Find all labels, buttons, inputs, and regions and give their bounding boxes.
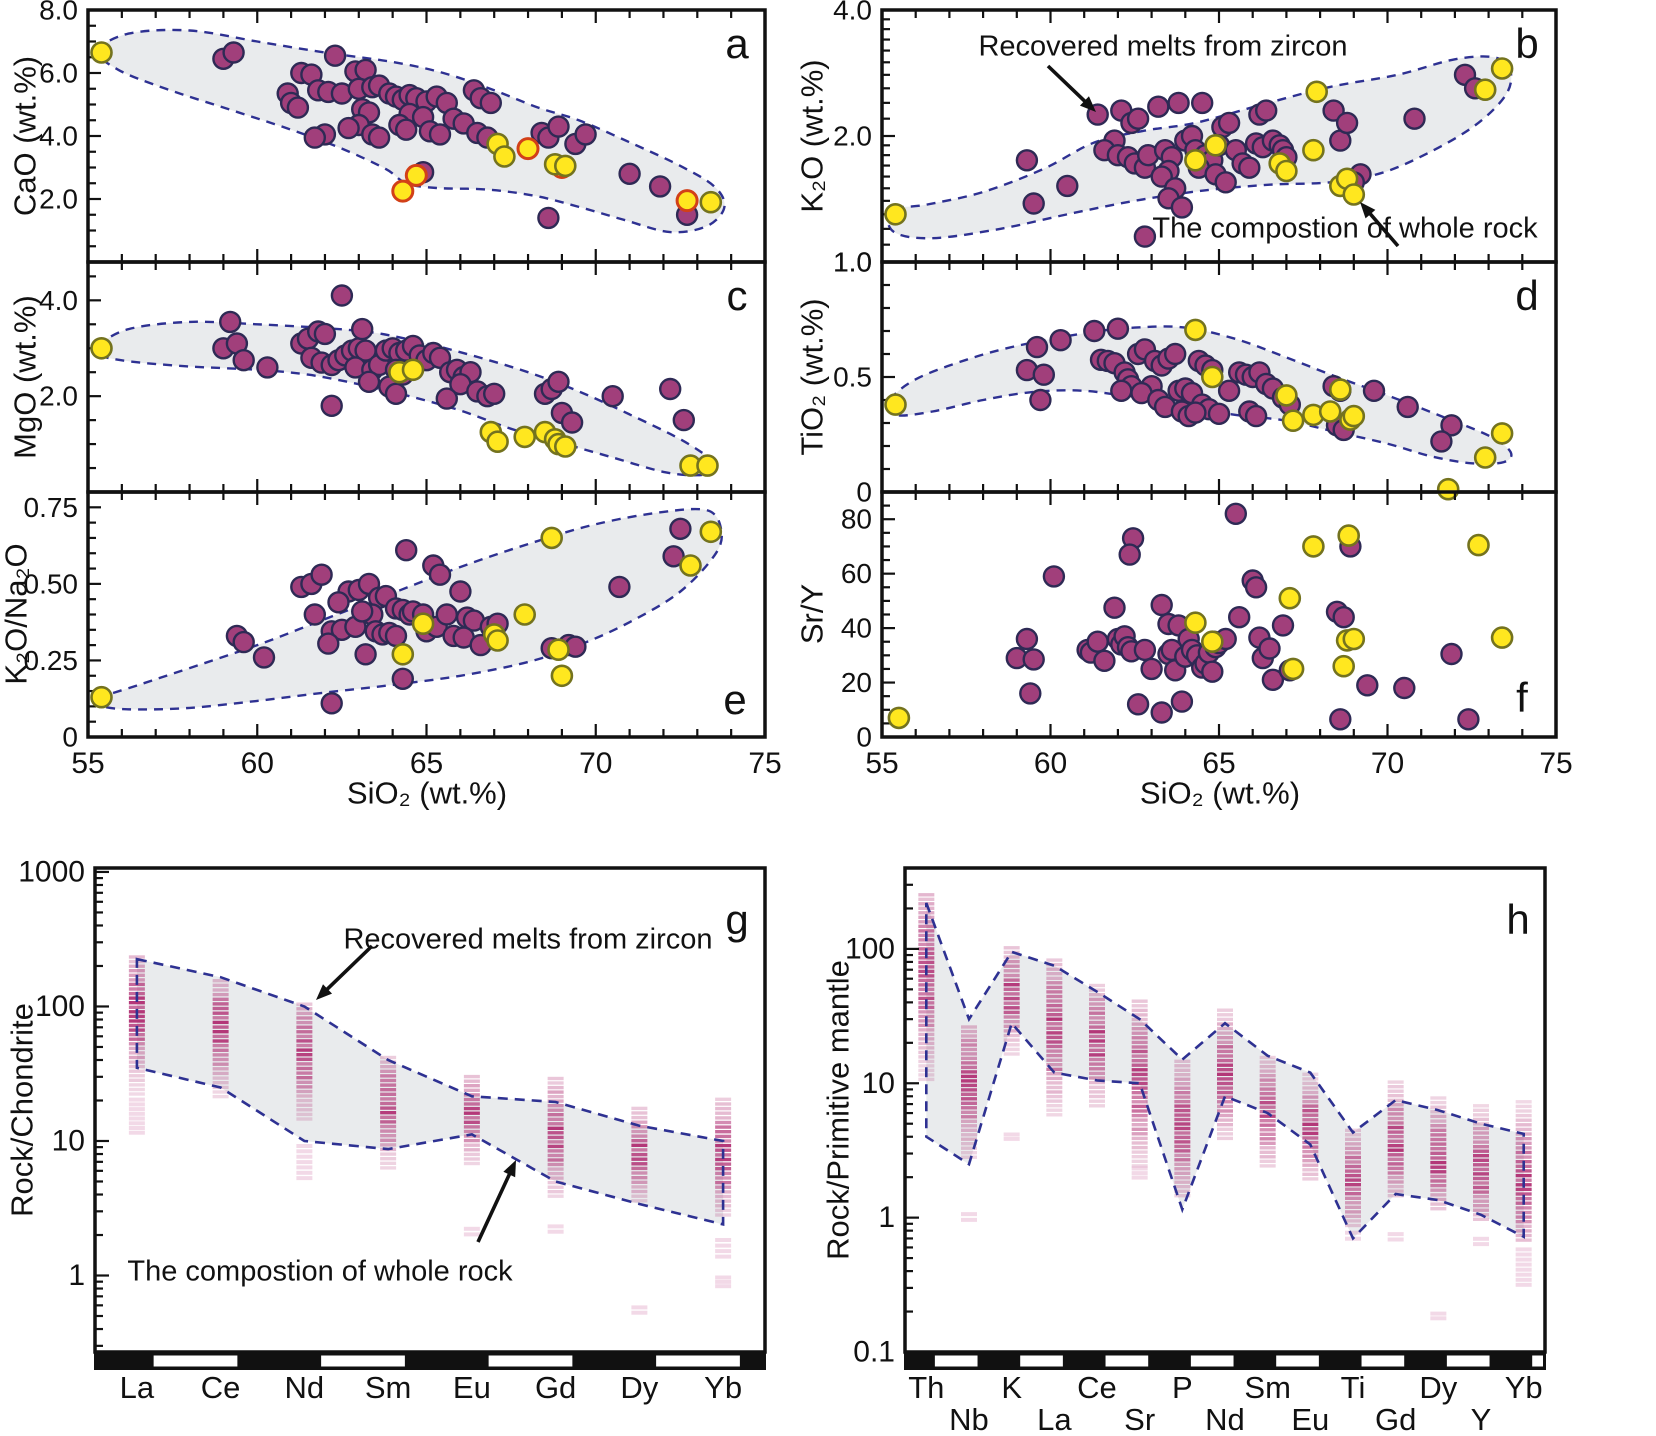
svg-text:10: 10 [862, 1067, 895, 1100]
svg-text:100: 100 [845, 932, 895, 965]
svg-text:Ce: Ce [201, 1370, 241, 1405]
svg-text:4.0: 4.0 [39, 285, 78, 316]
svg-text:20: 20 [841, 667, 872, 698]
svg-text:40: 40 [841, 613, 872, 644]
annotation-whole-rock-g: The compostion of whole rock [127, 1255, 513, 1288]
panel-letter-a: a [725, 20, 749, 67]
svg-text:P: P [1172, 1370, 1193, 1405]
svg-text:0: 0 [856, 477, 872, 508]
y-axis-label-a: CaO (wt.%) [7, 55, 43, 217]
svg-text:1: 1 [878, 1201, 895, 1234]
svg-text:Nb: Nb [949, 1402, 989, 1436]
svg-text:K: K [1001, 1370, 1022, 1405]
svg-text:1: 1 [68, 1259, 85, 1292]
panel-letter-e: e [723, 676, 747, 723]
panel-letter-h: h [1506, 896, 1530, 943]
svg-text:Th: Th [908, 1370, 944, 1405]
annotation-recovered-melts-g: Recovered melts from zircon [343, 923, 713, 956]
svg-text:0.75: 0.75 [24, 492, 79, 523]
svg-text:60: 60 [841, 558, 872, 589]
panel-letter-b: b [1515, 20, 1539, 67]
svg-text:0.50: 0.50 [24, 568, 79, 599]
annotation-recovered-melts-b: Recovered melts from zircon [978, 30, 1348, 63]
svg-text:Sr: Sr [1124, 1402, 1155, 1436]
svg-text:0: 0 [856, 722, 872, 753]
svg-text:8.0: 8.0 [39, 0, 78, 26]
y-axis-label-d: TiO₂ (wt.%) [794, 298, 830, 456]
svg-text:65: 65 [1202, 747, 1235, 780]
panel-letter-c: c [726, 272, 748, 319]
svg-text:2.0: 2.0 [39, 184, 78, 215]
svg-text:Gd: Gd [1375, 1402, 1416, 1436]
svg-text:70: 70 [1371, 747, 1404, 780]
svg-text:10: 10 [52, 1124, 85, 1157]
svg-text:1.0: 1.0 [833, 247, 872, 278]
svg-text:Dy: Dy [1419, 1370, 1457, 1405]
svg-text:2.0: 2.0 [833, 121, 872, 152]
annotation-whole-rock-b: The compostion of whole rock [1152, 212, 1538, 245]
x-axis-label-right: SiO₂ (wt.%) [1139, 775, 1301, 811]
y-axis-label-b: K₂O (wt.%) [794, 59, 830, 213]
svg-text:1.0: 1.0 [833, 247, 872, 278]
svg-text:Gd: Gd [535, 1370, 576, 1405]
svg-text:0.1: 0.1 [853, 1336, 895, 1369]
svg-text:75: 75 [1539, 747, 1572, 780]
svg-text:Ti: Ti [1341, 1370, 1366, 1405]
svg-text:75: 75 [748, 747, 781, 780]
svg-text:4.0: 4.0 [39, 121, 78, 152]
svg-text:80: 80 [841, 504, 872, 535]
svg-text:65: 65 [410, 747, 443, 780]
svg-text:Nd: Nd [285, 1370, 325, 1405]
svg-text:Eu: Eu [1291, 1402, 1329, 1436]
svg-text:Nd: Nd [1205, 1402, 1245, 1436]
panel-letter-d: d [1515, 272, 1539, 319]
svg-text:Sm: Sm [365, 1370, 412, 1405]
panel-letter-g: g [725, 896, 749, 943]
svg-text:Dy: Dy [620, 1370, 658, 1405]
svg-text:2.0: 2.0 [39, 381, 78, 412]
svg-text:100: 100 [35, 990, 85, 1023]
svg-text:Eu: Eu [453, 1370, 491, 1405]
y-axis-label-h: Rock/Primitive mantle [820, 960, 856, 1260]
svg-text:55: 55 [71, 747, 104, 780]
svg-text:55: 55 [865, 747, 898, 780]
svg-text:0.5: 0.5 [833, 362, 872, 393]
panel-letter-f: f [1516, 674, 1528, 721]
y-axis-label-g: Rock/Chondrite [4, 1003, 40, 1217]
svg-text:Yb: Yb [704, 1370, 742, 1405]
svg-text:60: 60 [1034, 747, 1067, 780]
svg-text:0.25: 0.25 [24, 645, 79, 676]
y-axis-label-f: Sr/Y [794, 583, 830, 645]
svg-text:La: La [1037, 1402, 1072, 1436]
y-axis-label-e: K₂O/Na₂O [0, 543, 34, 685]
svg-text:Y: Y [1471, 1402, 1492, 1436]
svg-text:70: 70 [579, 747, 612, 780]
svg-text:Yb: Yb [1505, 1370, 1543, 1405]
svg-text:0: 0 [62, 722, 78, 753]
svg-text:6.0: 6.0 [39, 58, 78, 89]
svg-text:Ce: Ce [1077, 1370, 1117, 1405]
svg-text:1000: 1000 [18, 855, 85, 888]
svg-text:4.0: 4.0 [833, 0, 872, 26]
y-axis-label-c: MgO (wt.%) [7, 295, 43, 459]
svg-text:La: La [120, 1370, 155, 1405]
svg-text:60: 60 [241, 747, 274, 780]
svg-text:Sm: Sm [1244, 1370, 1291, 1405]
x-axis-label-left: SiO₂ (wt.%) [346, 775, 508, 811]
